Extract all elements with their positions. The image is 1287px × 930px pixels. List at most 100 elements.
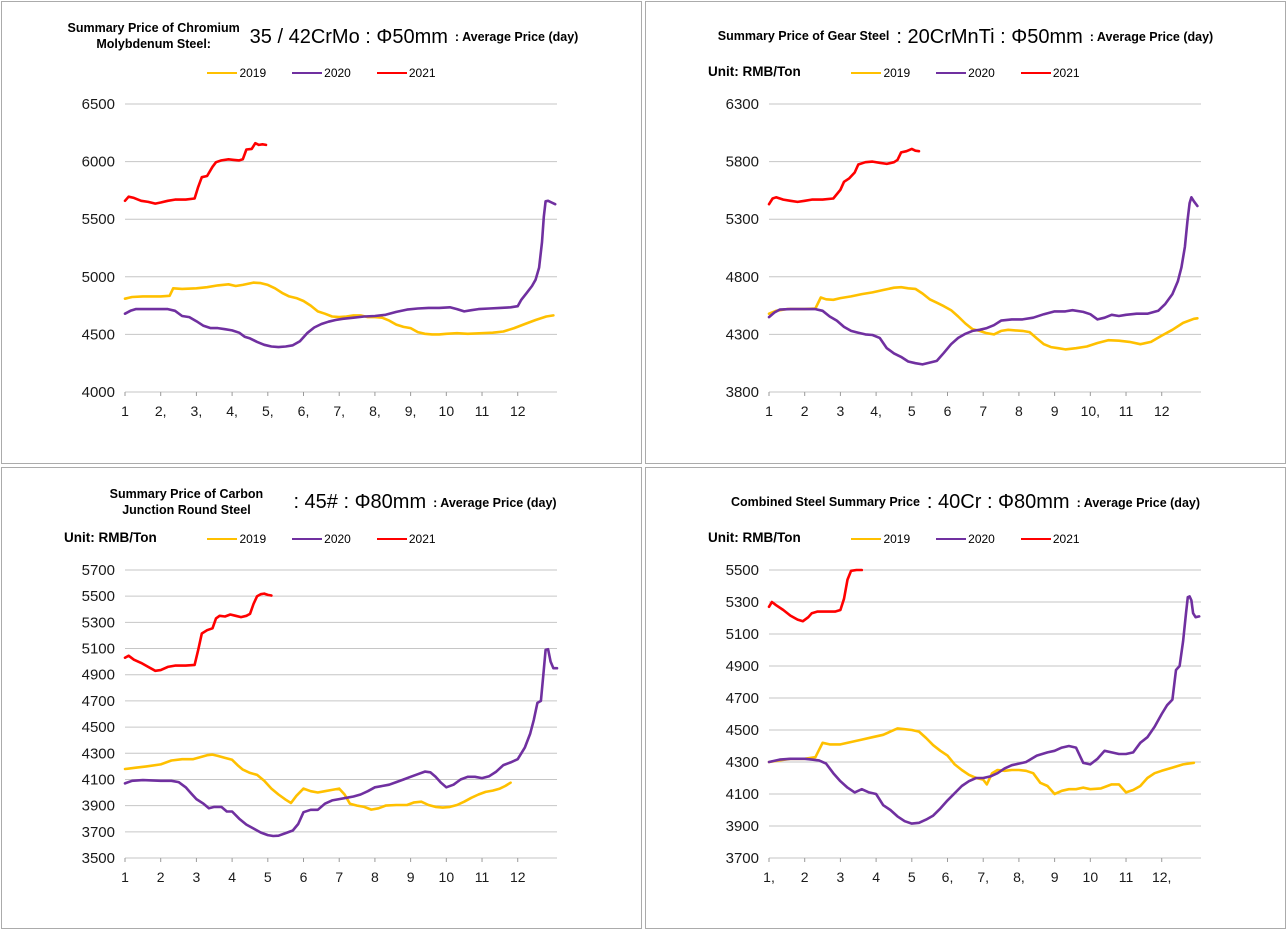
chart-title: Summary Price of Gear Steel : 20CrMnTi :… — [646, 14, 1285, 60]
x-axis-tick-label: 4, — [870, 403, 882, 419]
chart-meta-row: Unit: RMB/Ton 2019 2020 2021 — [646, 62, 1285, 88]
chart-legend: 2019 2020 2021 — [2, 66, 641, 80]
chart-title: Combined Steel Summary Price : 40Cr : Φ8… — [646, 480, 1285, 526]
legend-line-swatch — [292, 72, 323, 74]
legend-label: 2021 — [408, 66, 436, 80]
series-line-2021 — [767, 568, 863, 622]
x-axis-tick-label: 9 — [1050, 403, 1058, 419]
legend-line-swatch — [851, 537, 882, 540]
legend-line-swatch — [207, 537, 238, 540]
x-axis-tick-label: 9 — [406, 869, 414, 885]
x-axis-tick-label: 8 — [371, 869, 379, 885]
y-axis-tick-label: 4900 — [725, 658, 758, 675]
x-axis-tick-label: 5 — [907, 403, 915, 419]
x-axis-tick-label: 7 — [979, 403, 987, 419]
legend-label: 2021 — [408, 531, 436, 546]
x-axis-tick-label: 9 — [1050, 869, 1058, 885]
legend-label: 2019 — [239, 66, 267, 80]
y-axis-tick-label: 4300 — [725, 754, 758, 771]
x-axis-tick-label: 1 — [121, 403, 129, 419]
y-axis-tick-label: 6000 — [81, 154, 114, 171]
y-axis-tick-label: 4700 — [725, 690, 758, 707]
x-axis-tick-label: 12 — [509, 869, 525, 885]
x-axis-tick-label: 10 — [1082, 869, 1098, 885]
y-axis-tick-label: 5700 — [81, 562, 114, 579]
chart-title-spec: 35 / 42CrMo : Φ50mm — [249, 25, 448, 48]
y-axis-tick-label: 5800 — [725, 154, 758, 171]
chart-legend: 2019 2020 2021 — [646, 532, 1285, 546]
chart-panel-carbon-round-steel: Summary Price of Carbon Junction Round S… — [1, 466, 642, 929]
series-line-2020 — [123, 199, 557, 349]
x-axis-tick-label: 7, — [333, 403, 345, 419]
legend-line-swatch — [1020, 72, 1051, 74]
legend-line-swatch — [936, 537, 967, 540]
legend-item-2019: 2019 — [851, 532, 910, 546]
series-line-2020 — [123, 647, 558, 837]
y-axis-tick-label: 4800 — [725, 269, 758, 286]
x-axis-tick-label: 7, — [977, 869, 989, 885]
y-axis-tick-label: 5300 — [725, 594, 758, 611]
series-line-2021 — [123, 141, 267, 205]
x-axis-tick-label: 6 — [943, 403, 951, 419]
legend-line-swatch — [936, 72, 967, 74]
x-axis-tick-label: 5 — [907, 869, 915, 885]
legend-item-2020: 2020 — [936, 532, 995, 546]
chart-title-spec: : 45# : Φ80mm — [293, 491, 427, 513]
x-axis-tick-label: 3 — [836, 869, 844, 885]
y-axis-tick-label: 4900 — [81, 666, 114, 683]
legend-item-2020: 2020 — [292, 532, 351, 546]
legend-label: 2019 — [883, 66, 911, 80]
x-axis-tick-label: 12 — [1153, 403, 1169, 419]
chart-legend: 2019 2020 2021 — [2, 532, 641, 546]
series-line-2020 — [767, 594, 1201, 825]
y-axis-tick-label: 5500 — [81, 211, 114, 228]
series-line-2019 — [123, 752, 512, 811]
y-axis-tick-label: 4100 — [725, 786, 758, 803]
y-axis-tick-label: 5300 — [81, 614, 114, 631]
chart-meta-row: Unit: RMB/Ton 2019 2020 2021 — [2, 528, 641, 554]
chart-panel-combined-steel: Combined Steel Summary Price : 40Cr : Φ8… — [645, 466, 1286, 929]
legend-label: 2020 — [968, 531, 995, 546]
chart-panel-chromium-molybdenum: Summary Price of Chromium Molybdenum Ste… — [1, 1, 642, 464]
unit-label: Unit: RMB/Ton — [64, 529, 157, 545]
x-axis-tick-label: 11 — [474, 869, 489, 885]
chart-canvas: 5500 5300 5100 4900 4700 4500 4300 4100 3900 3700… — [725, 562, 1201, 885]
series-line-2021 — [767, 147, 920, 206]
legend-item-2021: 2021 — [1020, 66, 1080, 80]
chart-panel-gear-steel: Summary Price of Gear Steel : 20CrMnTi :… — [645, 1, 1286, 464]
legend-label: 2019 — [883, 531, 911, 546]
legend-line-swatch — [376, 537, 407, 540]
x-axis-tick-label: 11 — [1118, 403, 1133, 419]
x-axis-tick-label: 2 — [800, 403, 808, 419]
legend-item-2020: 2020 — [292, 66, 351, 80]
chart-canvas: 6500 6000 5500 5000 4500 4000 1 2, 3, 4, 5, 6, 7, 8, 9… — [81, 96, 557, 419]
y-axis-tick-label: 3700 — [81, 823, 114, 840]
chart-title-measure: : Average Price (day) — [433, 495, 557, 510]
legend-item-2020: 2020 — [936, 66, 995, 80]
chart-title: Summary Price of Carbon Junction Round S… — [2, 480, 641, 526]
legend-line-swatch — [292, 537, 323, 540]
chart-title-product: Summary Price of Chromium Molybdenum Ste… — [67, 21, 240, 51]
x-axis-tick-label: 3 — [836, 403, 844, 419]
series-line-2021 — [123, 591, 273, 672]
y-axis-tick-label: 4300 — [725, 326, 758, 343]
legend-item-2019: 2019 — [207, 532, 266, 546]
legend-label: 2021 — [1052, 66, 1080, 80]
y-axis-tick-label: 4300 — [81, 745, 114, 762]
x-axis-tick-label: 2 — [156, 869, 164, 885]
x-axis-tick-label: 5, — [261, 403, 273, 419]
y-axis-tick-label: 4500 — [81, 326, 114, 343]
legend-label: 2020 — [968, 66, 995, 80]
y-axis-tick-label: 4100 — [81, 771, 114, 788]
chart-title: Summary Price of Chromium Molybdenum Ste… — [2, 14, 641, 60]
chart-title-product: Summary Price of Gear Steel — [717, 29, 890, 44]
x-axis-tick-label: 1 — [121, 869, 129, 885]
y-axis-tick-label: 6500 — [81, 96, 114, 113]
x-axis-tick-label: 11 — [474, 403, 489, 419]
x-axis-tick-label: 4 — [872, 869, 880, 885]
unit-label: Unit: RMB/Ton — [708, 529, 801, 545]
legend-label: 2019 — [239, 531, 267, 546]
x-axis-tick-label: 5 — [263, 869, 271, 885]
x-axis-tick-label: 12, — [1151, 869, 1170, 885]
